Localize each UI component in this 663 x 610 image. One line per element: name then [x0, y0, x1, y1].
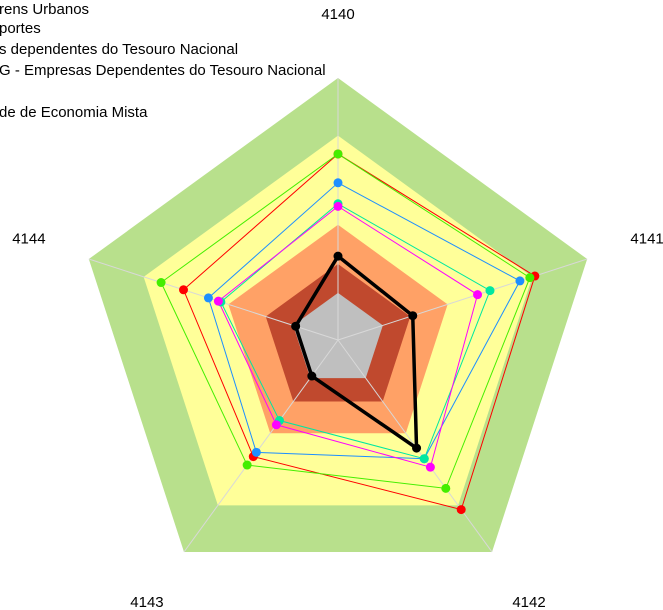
point: [473, 290, 483, 300]
series-line: [217, 205, 479, 468]
point: [525, 273, 535, 283]
point: [441, 483, 451, 493]
series-line: [220, 203, 491, 460]
point: [291, 321, 301, 331]
point: [485, 286, 495, 296]
point: [412, 443, 422, 453]
legend-entry: G - Empresas Dependentes do Tesouro Naci…: [0, 62, 326, 79]
series-line: [207, 182, 521, 460]
axis-label: 4142: [512, 594, 545, 610]
point: [333, 251, 343, 261]
point: [515, 276, 525, 286]
point: [333, 178, 343, 188]
point: [251, 447, 261, 457]
legend-entry: de de Economia Mista: [0, 104, 148, 121]
point: [179, 285, 189, 295]
axis-label: 4140: [321, 6, 354, 23]
point: [408, 311, 418, 321]
axis-label: 4144: [12, 231, 45, 248]
point: [271, 420, 281, 430]
series-line: [293, 253, 419, 452]
legend-entry: rens Urbanos: [0, 1, 89, 18]
point: [425, 462, 435, 472]
point: [419, 454, 429, 464]
legend-entry: portes: [0, 20, 41, 37]
point: [456, 505, 466, 515]
series-line: [182, 153, 536, 511]
point: [333, 201, 343, 211]
point: [242, 460, 252, 470]
point: [156, 278, 166, 288]
series-line: [160, 153, 531, 489]
legend-entry: s dependentes do Tesouro Nacional: [0, 41, 238, 58]
point: [333, 149, 343, 159]
point: [307, 371, 317, 381]
axis-label: 4141: [630, 231, 663, 248]
axis-label: 4143: [130, 594, 163, 610]
point: [213, 296, 223, 306]
spoke: [337, 258, 588, 341]
point: [203, 293, 213, 303]
